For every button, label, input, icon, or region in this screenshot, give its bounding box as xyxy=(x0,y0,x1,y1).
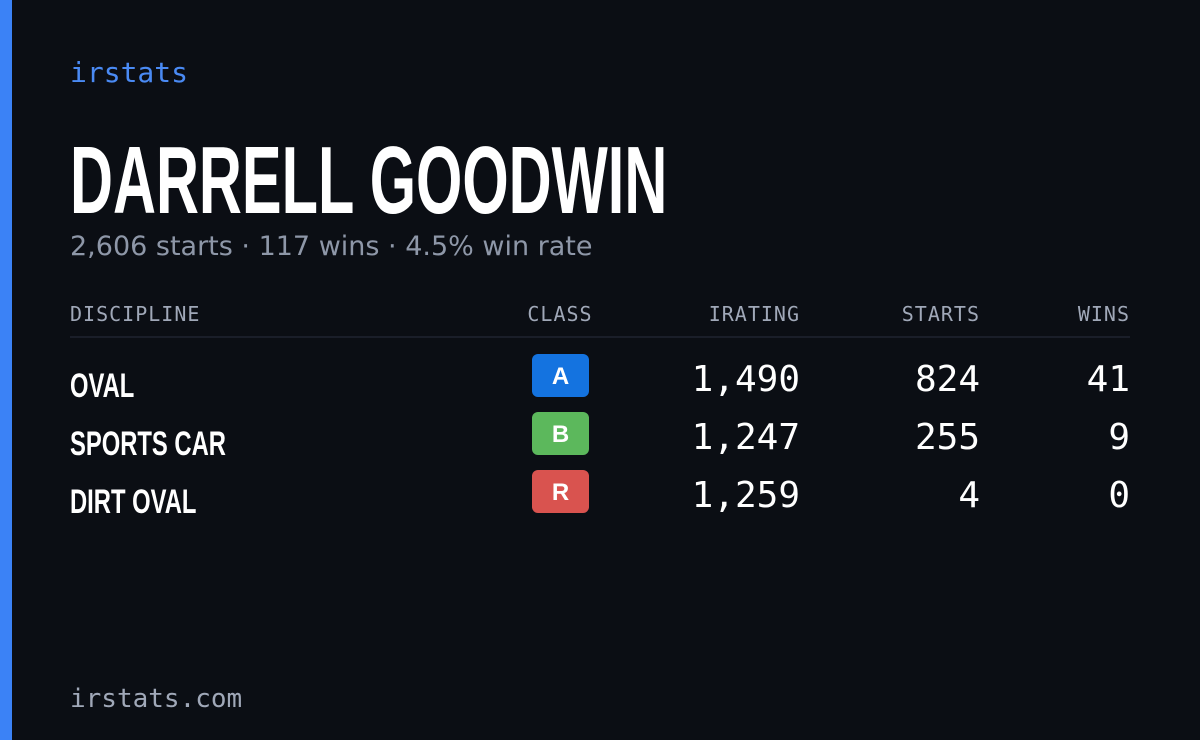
class-letter: A xyxy=(552,363,569,390)
discipline: OVAL xyxy=(70,367,134,405)
starts-value: 4 xyxy=(958,475,980,516)
starts-value: 824 xyxy=(915,359,980,400)
column-header: DISCIPLINE xyxy=(70,302,200,326)
class-badge xyxy=(532,470,589,513)
class-letter: B xyxy=(552,421,569,448)
starts-value: 255 xyxy=(915,417,980,458)
driver-summary: 2,606 starts · 117 wins · 4.5% win rate xyxy=(70,231,593,262)
wins-value: 0 xyxy=(1108,475,1130,516)
class-badge xyxy=(532,354,589,397)
discipline: DIRT OVAL xyxy=(70,483,196,521)
accent-bar xyxy=(0,0,12,740)
class-letter: R xyxy=(552,479,569,506)
irating-value: 1,490 xyxy=(692,359,800,400)
stats-table: DISCIPLINE CLASS IRATING STARTS WINS OVAL A 1,4… xyxy=(70,302,1130,521)
brand: irstats xyxy=(70,56,188,89)
column-header: IRATING xyxy=(709,302,800,326)
footer: irstats.com xyxy=(70,684,242,714)
column-header: WINS xyxy=(1078,302,1130,326)
column-header: CLASS xyxy=(527,302,592,326)
wins-value: 41 xyxy=(1087,359,1130,400)
class-badge xyxy=(532,412,589,455)
driver-name: DARRELL GOODWIN xyxy=(70,126,667,233)
irating-value: 1,259 xyxy=(692,475,800,516)
column-header: STARTS xyxy=(902,302,980,326)
wins-value: 9 xyxy=(1108,417,1130,458)
discipline: SPORTS CAR xyxy=(70,425,226,463)
irating-value: 1,247 xyxy=(692,417,800,458)
